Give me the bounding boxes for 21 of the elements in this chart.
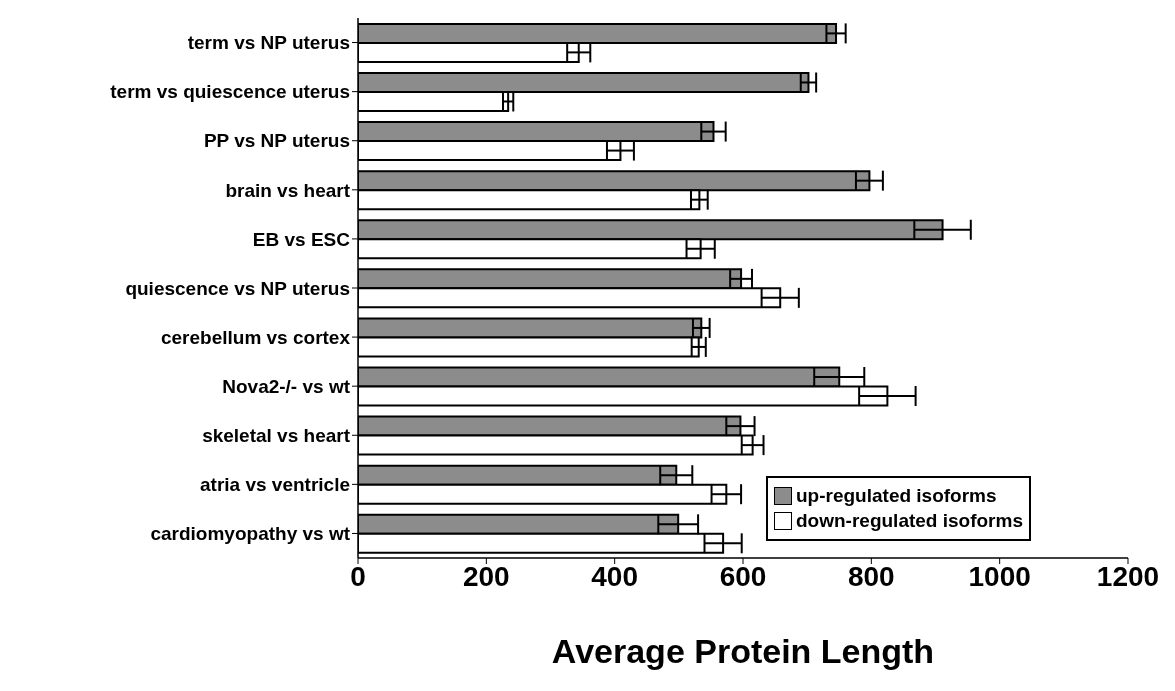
x-tick-label: 600	[719, 560, 767, 592]
y-tick-label: Nova2-/- vs wt	[222, 375, 351, 397]
y-tick-label: quiescence vs NP uterus	[125, 277, 350, 299]
y-tick-label: term vs quiescence uterus	[110, 81, 350, 103]
y-tick-label: term vs NP uterus	[187, 32, 350, 54]
legend-label: down-regulated isoforms	[796, 510, 1023, 532]
y-tick-label: PP vs NP uterus	[203, 130, 350, 152]
x-tick-label: 1000	[968, 560, 1031, 592]
y-tick-label: EB vs ESC	[252, 228, 351, 250]
x-axis-title: Average Protein Length	[551, 632, 935, 670]
legend-label: up-regulated isoforms	[796, 485, 997, 507]
y-tick-label: brain vs heart	[225, 179, 351, 201]
x-tick-label: 400	[591, 560, 639, 592]
x-tick-label: 800	[847, 560, 895, 592]
y-tick-label: cerebellum vs cortex	[160, 326, 351, 348]
y-tick-label: cardiomyopathy vs wt	[150, 523, 351, 545]
x-tick-label: 200	[462, 560, 510, 592]
x-tick-label: 1200	[1096, 560, 1160, 592]
y-tick-label: skeletal vs heart	[202, 425, 351, 447]
y-tick-label: atria vs ventricle	[200, 474, 350, 496]
x-tick-label: 0	[350, 560, 366, 592]
